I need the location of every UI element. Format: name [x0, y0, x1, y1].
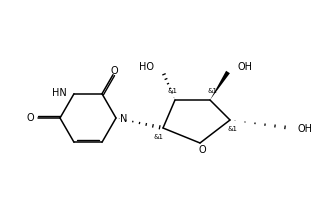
Text: HO: HO: [139, 62, 154, 72]
Text: N: N: [120, 114, 127, 124]
Text: &1: &1: [168, 88, 178, 94]
Text: O: O: [110, 66, 118, 76]
Text: OH: OH: [298, 124, 313, 134]
Text: HN: HN: [52, 88, 67, 98]
Text: &1: &1: [227, 126, 237, 132]
Text: O: O: [26, 113, 34, 123]
Text: &1: &1: [154, 134, 164, 140]
Text: OH: OH: [237, 62, 252, 72]
Text: &1: &1: [207, 88, 217, 94]
Polygon shape: [210, 71, 230, 100]
Text: O: O: [198, 145, 206, 155]
